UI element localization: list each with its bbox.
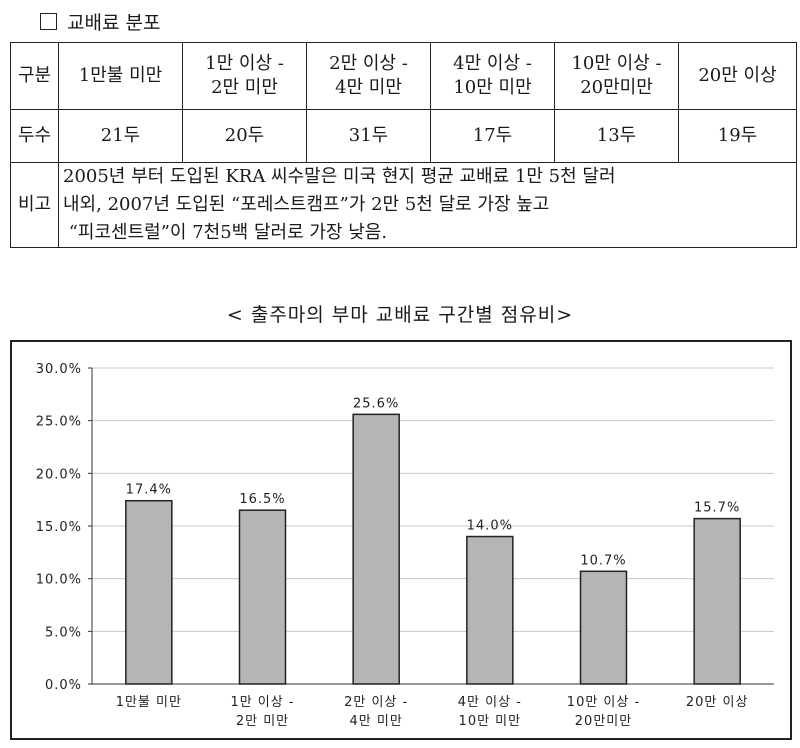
bar-chart: 0.0% 5.0% 10.0% 15.0% 20.0% 25.0% 30.0% 17.4% 1만… [36, 362, 774, 729]
bar [579, 570, 628, 685]
y-tick-label: 30.0% [36, 362, 82, 377]
table-cell-count: 17두 [430, 109, 555, 163]
data-label: 25.6% [353, 396, 399, 411]
table-row-count: 두수 21두 20두 31두 17두 13두 19두 [10, 109, 797, 163]
category-label-line: 10만 미만 [453, 77, 532, 98]
category-label-line: 20만 이상 [698, 65, 777, 86]
bar [352, 413, 400, 685]
category-label-line: 20만미만 [580, 77, 653, 98]
note-line: 내외, 2007년 도입된 “포레스트캠프”가 2만 5천 달로 가장 높고 [63, 194, 550, 215]
table-cell-count: 19두 [678, 109, 797, 163]
category-label-line: 10만 이상 - [571, 53, 662, 74]
data-label: 10.7% [580, 553, 626, 568]
data-label: 14.0% [467, 519, 513, 534]
section-heading-text: 교배료 분포 [67, 12, 161, 34]
table-cell-count: 13두 [554, 109, 679, 163]
x-tick-label: 10만 미만 [459, 714, 522, 729]
category-label-line: 2만 미만 [211, 77, 278, 98]
table-cell-category: 2만 이상 - 4만 미만 [306, 42, 431, 110]
x-tick-label: 20만미만 [575, 714, 632, 729]
x-tick-label: 20만 이상 [686, 695, 749, 710]
chart-frame: 0.0% 5.0% 10.0% 15.0% 20.0% 25.0% 30.0% 17.4% 1만… [10, 340, 792, 740]
table-cell-count: 21두 [58, 109, 183, 163]
note-line: “피코센트럴”이 7천5백 달러로 가장 낮음. [63, 222, 388, 243]
table-cell-category: 20만 이상 [678, 42, 797, 110]
chart-title: < 출주마의 부마 교배료 구간별 점유비> [226, 304, 574, 326]
category-label-line: 4만 미만 [335, 77, 402, 98]
x-tick-label: 4만 미만 [350, 714, 403, 729]
note-line: 2005년 부터 도입된 KRA 씨수말은 미국 현지 평균 교배료 1만 5천… [63, 166, 616, 187]
x-tick-label: 2만 미만 [236, 714, 289, 729]
x-tick-label: 1만 이상 - [230, 695, 294, 710]
category-label-line: 2만 이상 - [329, 53, 408, 74]
table-cell-category: 1만불 미만 [58, 42, 183, 110]
y-tick-label: 5.0% [45, 625, 82, 640]
y-tick-label: 15.0% [36, 520, 82, 535]
table-cell-note: 2005년 부터 도입된 KRA 씨수말은 미국 현지 평균 교배료 1만 5천… [58, 162, 797, 248]
bar [238, 509, 287, 685]
y-tick-label: 0.0% [45, 678, 82, 693]
row-label-count: 두수 [10, 109, 59, 163]
category-label-line: 1만불 미만 [78, 65, 163, 86]
y-tick-label: 10.0% [36, 573, 82, 588]
y-tick-label: 25.0% [36, 415, 82, 430]
table-cell-count: 31두 [306, 109, 431, 163]
table-cell-category: 1만 이상 - 2만 미만 [182, 42, 307, 110]
table-cell-category: 10만 이상 - 20만미만 [554, 42, 679, 110]
data-label: 17.4% [126, 483, 172, 498]
category-label-line: 4만 이상 - [453, 53, 532, 74]
data-label: 15.7% [694, 501, 740, 516]
x-tick-label: 2만 이상 - [344, 695, 408, 710]
x-tick-label: 10만 이상 - [567, 695, 640, 710]
section-heading: 교배료 분포 [40, 8, 160, 35]
x-tick-label: 4만 이상 - [458, 695, 522, 710]
row-label-category: 구분 [10, 42, 59, 110]
category-label-line: 1만 이상 - [205, 53, 284, 74]
checkbox-square-icon [40, 13, 57, 30]
bar [693, 517, 741, 685]
bar [125, 499, 173, 685]
data-label: 16.5% [239, 492, 285, 507]
fee-distribution-table: 구분 1만불 미만 1만 이상 - 2만 미만 2만 이상 - 4만 미만 4만 이… [10, 42, 797, 248]
table-cell-count: 20두 [182, 109, 307, 163]
y-tick-label: 20.0% [36, 467, 82, 482]
x-tick-label: 1만불 미만 [116, 695, 182, 710]
table-row-category: 구분 1만불 미만 1만 이상 - 2만 미만 2만 이상 - 4만 미만 4만 이… [10, 42, 797, 110]
row-label-note: 비고 [10, 162, 59, 248]
table-cell-category: 4만 이상 - 10만 미만 [430, 42, 555, 110]
table-row-note: 비고 2005년 부터 도입된 KRA 씨수말은 미국 현지 평균 교배료 1만… [10, 162, 797, 248]
bar [466, 535, 514, 685]
